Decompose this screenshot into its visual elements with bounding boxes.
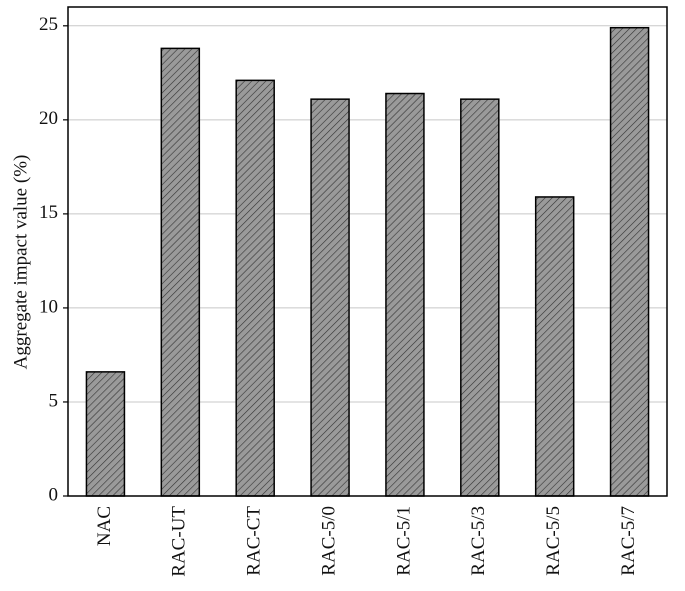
- y-tick-label: 15: [39, 202, 58, 223]
- y-tick-label: 10: [39, 296, 58, 317]
- bar: [385, 92, 425, 497]
- y-tick-label: 0: [49, 484, 59, 505]
- x-tick-label: RAC-5/1: [393, 506, 414, 576]
- x-tick-label: RAC-5/5: [543, 506, 564, 576]
- bar: [310, 98, 350, 497]
- plot-frame: [67, 6, 668, 497]
- y-tick-label: 20: [39, 108, 58, 129]
- bar: [235, 79, 275, 497]
- bar: [160, 47, 201, 497]
- bar: [85, 371, 126, 497]
- y-axis-label: Aggregate impact value (%): [10, 155, 31, 370]
- y-tick-label: 25: [39, 14, 58, 35]
- bar: [609, 26, 650, 497]
- x-tick-label: RAC-5/0: [318, 506, 339, 576]
- bar: [534, 196, 575, 497]
- x-tick-label: RAC-5/3: [468, 506, 489, 576]
- x-tick-label: RAC-UT: [169, 506, 190, 577]
- bar: [460, 98, 500, 497]
- y-tick-label: 5: [49, 390, 59, 411]
- x-tick-label: NAC: [94, 506, 115, 546]
- x-tick-label: RAC-5/7: [618, 506, 639, 576]
- x-tick-label: RAC-CT: [244, 506, 265, 576]
